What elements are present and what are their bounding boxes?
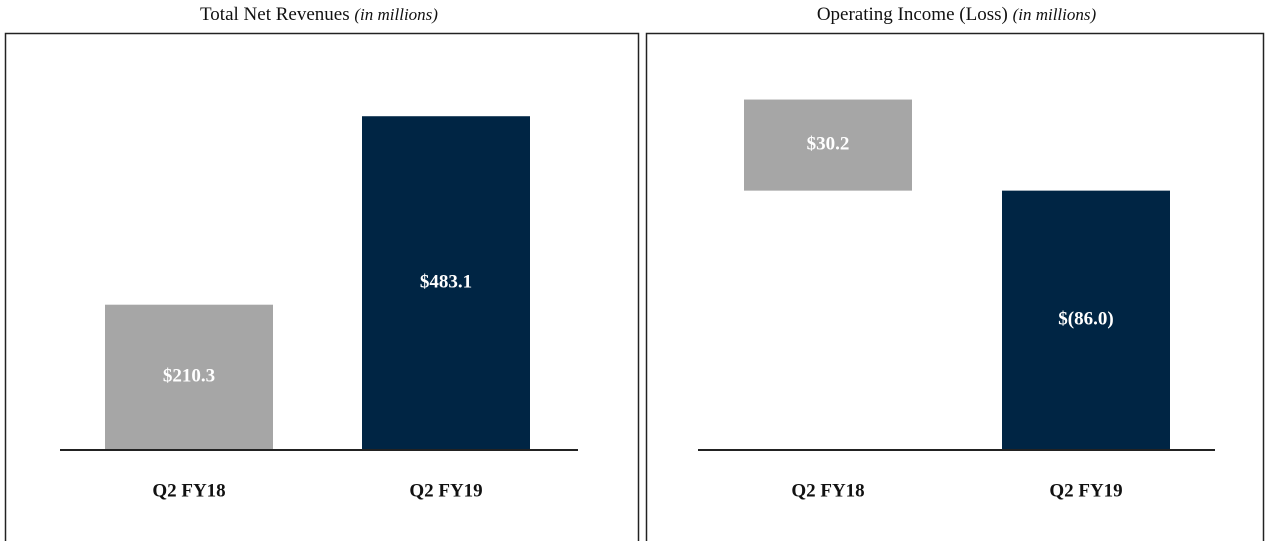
value-label: $483.1 [420,271,472,292]
panel-frame [645,32,1265,541]
chart-title-main: Total Net Revenues [200,4,350,25]
bar [1002,190,1170,450]
bar [362,116,530,451]
value-label: $30.2 [807,133,850,154]
value-label: $210.3 [163,366,215,387]
x-tick-label: Q2 FY18 [152,480,225,501]
chart-title-note: (in millions) [1013,5,1097,24]
chart-title-note: (in millions) [354,5,438,24]
x-tick-label: Q2 FY19 [409,480,482,501]
x-tick-label: Q2 FY19 [1049,480,1122,501]
bar [744,99,912,191]
value-label: $(86.0) [1058,309,1113,330]
chart-title: Total Net Revenues (in millions) [200,4,438,25]
panel-frame [4,32,640,541]
chart-title: Operating Income (Loss) (in millions) [817,4,1097,25]
chart-title-main: Operating Income (Loss) [817,4,1008,25]
x-tick-label: Q2 FY18 [791,480,864,501]
bar [105,304,273,450]
